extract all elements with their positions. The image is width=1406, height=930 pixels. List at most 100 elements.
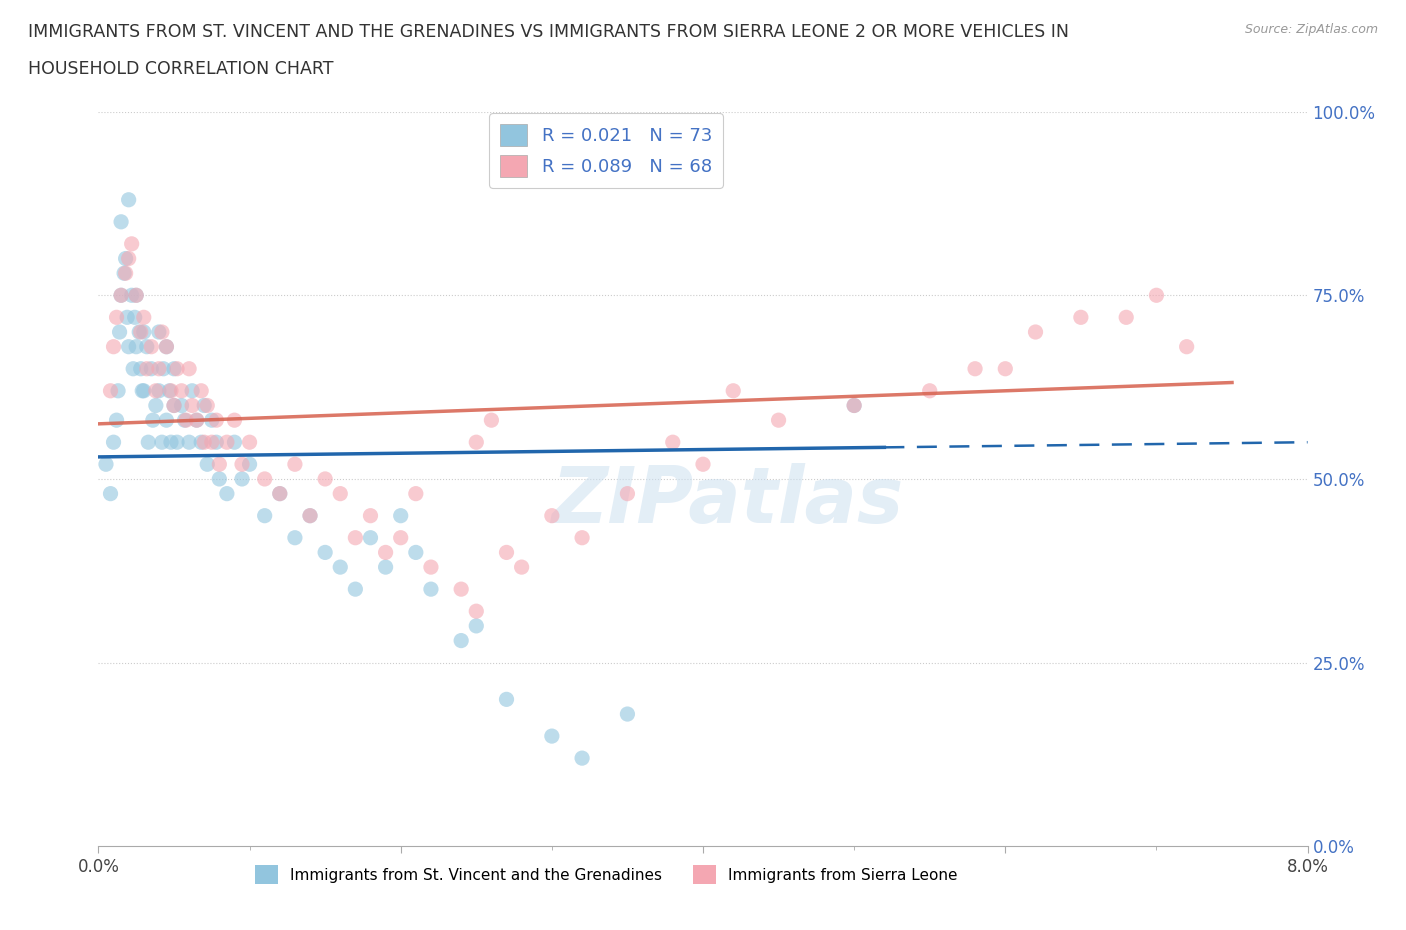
Point bbox=[344, 530, 367, 545]
Point bbox=[141, 362, 163, 377]
Point bbox=[314, 472, 336, 486]
Point bbox=[110, 288, 132, 303]
Point bbox=[571, 530, 593, 545]
Point bbox=[360, 530, 382, 545]
Point bbox=[481, 413, 503, 428]
Point bbox=[136, 435, 159, 450]
Point bbox=[1070, 310, 1092, 325]
Point bbox=[132, 383, 155, 398]
Point bbox=[145, 383, 167, 398]
Point bbox=[122, 362, 145, 377]
Point bbox=[100, 383, 122, 398]
Point bbox=[571, 751, 593, 765]
Point bbox=[107, 383, 129, 398]
Point bbox=[118, 193, 141, 207]
Point bbox=[495, 545, 517, 560]
Point bbox=[193, 398, 215, 413]
Point bbox=[135, 362, 157, 377]
Point bbox=[205, 413, 228, 428]
Point bbox=[131, 383, 153, 398]
Point bbox=[114, 251, 136, 266]
Point bbox=[160, 383, 183, 398]
Point bbox=[103, 339, 125, 354]
Point bbox=[723, 383, 745, 398]
Point bbox=[186, 413, 208, 428]
Point bbox=[94, 457, 117, 472]
Point bbox=[844, 398, 866, 413]
Point bbox=[1024, 325, 1046, 339]
Point bbox=[115, 310, 138, 325]
Point bbox=[495, 692, 517, 707]
Point bbox=[103, 435, 125, 450]
Point bbox=[148, 325, 170, 339]
Point bbox=[186, 413, 208, 428]
Point bbox=[118, 251, 141, 266]
Point bbox=[389, 530, 412, 545]
Point bbox=[193, 435, 215, 450]
Point bbox=[201, 413, 224, 428]
Point bbox=[179, 435, 201, 450]
Point bbox=[344, 582, 367, 597]
Point bbox=[510, 560, 533, 575]
Point bbox=[163, 362, 186, 377]
Point bbox=[208, 472, 231, 486]
Point bbox=[420, 582, 443, 597]
Point bbox=[1115, 310, 1137, 325]
Point bbox=[768, 413, 790, 428]
Point bbox=[166, 435, 188, 450]
Text: IMMIGRANTS FROM ST. VINCENT AND THE GRENADINES VS IMMIGRANTS FROM SIERRA LEONE 2: IMMIGRANTS FROM ST. VINCENT AND THE GREN… bbox=[28, 23, 1069, 41]
Point bbox=[160, 435, 183, 450]
Point bbox=[329, 560, 352, 575]
Point bbox=[148, 383, 170, 398]
Point bbox=[405, 545, 427, 560]
Point bbox=[965, 362, 987, 377]
Point bbox=[155, 339, 177, 354]
Point bbox=[616, 707, 638, 722]
Point bbox=[208, 457, 231, 472]
Point bbox=[360, 508, 382, 523]
Point bbox=[616, 486, 638, 501]
Point bbox=[190, 435, 212, 450]
Point bbox=[125, 288, 148, 303]
Point bbox=[540, 508, 562, 523]
Point bbox=[329, 486, 352, 501]
Point bbox=[374, 545, 396, 560]
Point bbox=[135, 339, 157, 354]
Point bbox=[125, 339, 148, 354]
Point bbox=[299, 508, 322, 523]
Point bbox=[844, 398, 866, 413]
Text: Source: ZipAtlas.com: Source: ZipAtlas.com bbox=[1244, 23, 1378, 36]
Point bbox=[253, 472, 276, 486]
Point bbox=[201, 435, 224, 450]
Point bbox=[125, 288, 148, 303]
Point bbox=[159, 383, 181, 398]
Point bbox=[142, 413, 165, 428]
Point bbox=[269, 486, 291, 501]
Point bbox=[450, 582, 472, 597]
Point bbox=[224, 435, 246, 450]
Text: ZIPatlas: ZIPatlas bbox=[551, 463, 903, 539]
Point bbox=[181, 383, 204, 398]
Point bbox=[114, 266, 136, 281]
Point bbox=[465, 435, 488, 450]
Point bbox=[215, 486, 238, 501]
Point bbox=[284, 457, 307, 472]
Point bbox=[100, 486, 122, 501]
Point bbox=[174, 413, 197, 428]
Point bbox=[128, 325, 150, 339]
Point bbox=[152, 362, 174, 377]
Point bbox=[1146, 288, 1168, 303]
Point bbox=[129, 362, 152, 377]
Point bbox=[141, 339, 163, 354]
Point bbox=[132, 310, 155, 325]
Point bbox=[145, 398, 167, 413]
Point bbox=[994, 362, 1017, 377]
Point bbox=[155, 413, 177, 428]
Point bbox=[215, 435, 238, 450]
Point bbox=[105, 413, 128, 428]
Point bbox=[465, 604, 488, 618]
Point bbox=[918, 383, 941, 398]
Point bbox=[195, 457, 218, 472]
Point bbox=[405, 486, 427, 501]
Point bbox=[205, 435, 228, 450]
